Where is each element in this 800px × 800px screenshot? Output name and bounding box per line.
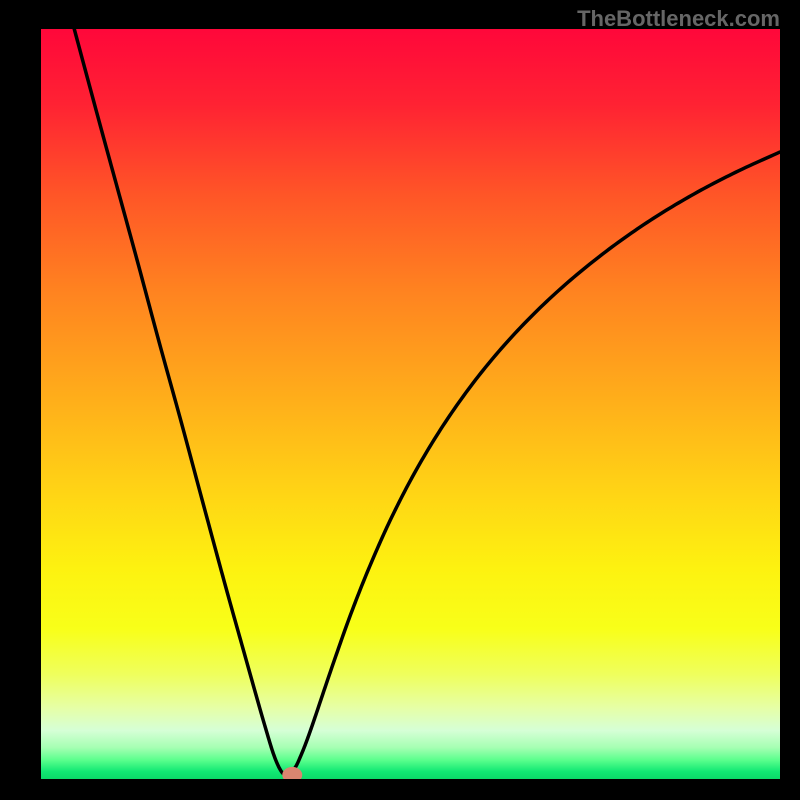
watermark-text: TheBottleneck.com: [577, 6, 780, 32]
chart-container: TheBottleneck.com: [0, 0, 800, 800]
plot-area: [41, 29, 780, 779]
bottleneck-curve-chart: [41, 29, 780, 779]
gradient-background: [41, 29, 780, 779]
